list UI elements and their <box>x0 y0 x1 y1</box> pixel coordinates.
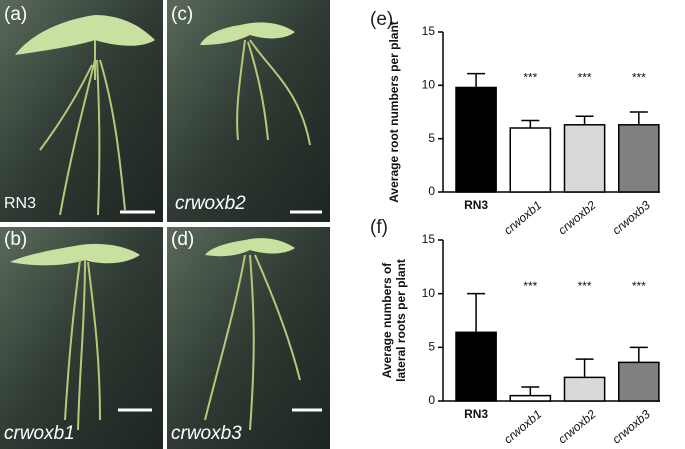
error-bar <box>575 358 594 378</box>
x-tick-label: RN3 <box>464 407 488 421</box>
panel-caption: crwoxb2 <box>175 193 246 214</box>
annotation: *** <box>578 279 592 293</box>
error-bar <box>467 72 486 88</box>
y-tick-label: 10 <box>422 78 436 92</box>
photo-b <box>0 227 163 449</box>
y-tick-label: 5 <box>428 131 435 145</box>
x-tick-label: crwoxb1 <box>501 407 544 446</box>
bar <box>618 124 660 193</box>
y-tick-label: 0 <box>428 393 435 407</box>
bar <box>455 331 497 402</box>
x-tick-label: crwoxb1 <box>501 198 544 237</box>
x-tick-label: crwoxb2 <box>555 407 598 447</box>
bar <box>455 86 497 193</box>
error-bar <box>575 115 594 125</box>
x-tick-label: crwoxb3 <box>610 407 653 447</box>
bar <box>509 394 552 402</box>
y-tick-label: 5 <box>428 340 435 354</box>
y-tick-label: 15 <box>422 24 436 38</box>
bar <box>563 376 606 402</box>
error-bar <box>629 346 648 363</box>
photo-c <box>167 0 330 222</box>
y-tick-label: 10 <box>422 286 436 300</box>
bar <box>563 124 606 193</box>
panel-caption: crwoxb1 <box>4 423 75 444</box>
panel-label: (b) <box>4 229 27 250</box>
panel-label: (e) <box>370 9 393 30</box>
annotation: *** <box>578 71 592 85</box>
y-axis-label: lateral roots per plant <box>394 259 408 382</box>
error-bar <box>467 292 486 333</box>
x-tick-label: crwoxb2 <box>555 198 598 238</box>
y-tick-label: 0 <box>428 184 435 198</box>
y-axis-label: Average numbers of <box>380 262 394 379</box>
panel-label: (d) <box>171 229 194 250</box>
x-tick-label: RN3 <box>464 198 488 212</box>
panel-caption: RN3 <box>4 195 36 212</box>
bar <box>618 361 660 402</box>
y-axis-label: Average root numbers per plant <box>387 21 401 203</box>
annotation: *** <box>632 279 646 293</box>
panel-label: (c) <box>171 4 193 25</box>
panel-label: (f) <box>370 217 388 238</box>
y-tick-label: 15 <box>422 232 436 246</box>
error-bar <box>629 111 648 125</box>
annotation: *** <box>632 71 646 85</box>
error-bar <box>521 119 540 128</box>
photo-d <box>167 227 330 449</box>
panel-caption: crwoxb3 <box>171 423 242 444</box>
annotation: *** <box>523 71 537 85</box>
annotation: *** <box>523 279 537 293</box>
bar <box>509 127 552 193</box>
error-bar <box>521 386 540 396</box>
panel-label: (a) <box>4 4 27 25</box>
photo-a <box>0 0 163 222</box>
x-tick-label: crwoxb3 <box>610 198 653 238</box>
